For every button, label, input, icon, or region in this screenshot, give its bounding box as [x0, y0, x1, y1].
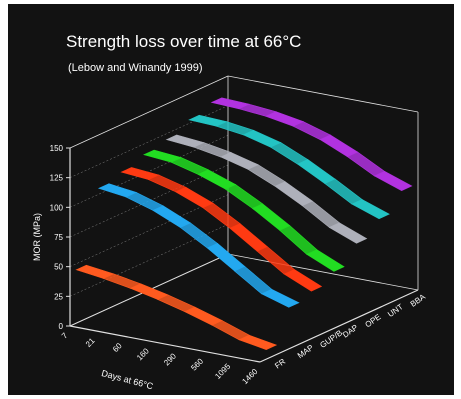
x-tick-label: 21	[84, 336, 97, 349]
x-tick-label: 290	[162, 351, 178, 367]
y-tick-label: 125	[50, 174, 64, 183]
series-ribbon	[188, 114, 390, 220]
ribbon-segment	[274, 181, 313, 207]
y-tick-label: 75	[54, 233, 63, 242]
left-top-edge	[69, 75, 229, 149]
y-tick-label: 100	[50, 203, 64, 212]
x-axis-line	[69, 325, 261, 363]
ribbon-segment	[306, 249, 345, 272]
ribbon-segment	[206, 243, 246, 272]
z-tick-label: MAP	[296, 343, 315, 360]
ribbon-segment	[373, 171, 413, 191]
ribbon-segment	[220, 152, 259, 170]
ribbon-segment	[324, 178, 363, 205]
z-tick-label: GUP/B	[318, 328, 344, 350]
ribbon-segment	[233, 265, 273, 295]
x-tick-label: 7	[60, 331, 70, 341]
y-axis-label: MOR (MPa)	[32, 213, 42, 261]
ribbon-segment	[283, 269, 323, 292]
series-ribbon	[165, 134, 368, 244]
x-tick-label: 160	[135, 346, 151, 362]
ribbon-segment	[269, 142, 309, 165]
chart-panel: Strength loss over time at 66°C (Lebow a…	[8, 4, 454, 395]
ribbon-segment	[260, 288, 300, 308]
ribbon-segment	[328, 222, 368, 244]
ribbon-segment	[211, 320, 250, 341]
series-ribbon	[143, 149, 345, 272]
back-floor-edge	[227, 253, 419, 291]
z-axis-line	[259, 289, 419, 363]
z-tick-label: DAP	[341, 323, 360, 340]
chart-title: Strength loss over time at 66°C	[66, 32, 301, 51]
ribbon-segment	[184, 306, 223, 326]
ribbon-segment	[179, 222, 219, 249]
ribbon-segment	[351, 199, 390, 220]
ribbon-segment	[147, 174, 187, 193]
ribbon-segment	[242, 129, 282, 148]
y-tick-label: 150	[50, 144, 64, 153]
ribbon-segment	[238, 334, 278, 351]
z-tick-label: FR	[273, 357, 287, 371]
x-tick-label: 60	[111, 341, 124, 354]
ribbon-segment	[125, 192, 164, 211]
ribbon-segment	[224, 184, 264, 209]
ribbon-segment	[297, 159, 336, 184]
ribbon-segment	[202, 202, 241, 229]
x-tick-label: 1460	[240, 367, 259, 386]
y-gridline	[69, 253, 229, 327]
ribbon-segment	[319, 134, 359, 157]
chart-subtitle: (Lebow and Winandy 1999)	[68, 62, 203, 74]
ribbon-segment	[152, 205, 191, 228]
y-tick-label: 25	[54, 292, 63, 301]
series-ribbon	[97, 183, 300, 308]
ribbon-segment	[251, 203, 291, 231]
chart-svg: Strength loss over time at 66°C (Lebow a…	[32, 32, 428, 392]
x-axis-label: Days at 66°C	[100, 368, 154, 392]
y-tick-label: 0	[59, 322, 64, 331]
ribbon-segment	[279, 225, 318, 255]
ribbon-segment	[170, 157, 210, 175]
ribbon-segment	[301, 200, 341, 228]
series-layer	[75, 97, 413, 351]
ribbon-segment	[197, 169, 237, 190]
y-tick-label: 50	[54, 263, 63, 272]
z-tick-label: OPE	[364, 312, 383, 329]
z-tick-label: UNT	[386, 302, 405, 319]
ribbon-segment	[229, 223, 268, 252]
y-gridline	[69, 75, 229, 149]
x-tick-label: 1095	[213, 362, 232, 381]
ribbon-segment	[292, 121, 332, 140]
series-ribbon	[120, 167, 323, 292]
y-gridline	[69, 164, 229, 238]
ribbon-segment	[156, 294, 196, 313]
ribbon-segment	[174, 186, 214, 209]
series-ribbon	[75, 264, 278, 351]
ribbon-segment	[247, 164, 286, 187]
x-tick-label: 560	[189, 356, 205, 372]
axes-layer	[66, 75, 419, 363]
ribbon-segment	[346, 151, 386, 177]
back-top-edge	[227, 75, 419, 113]
z-tick-label: BBA	[409, 292, 428, 309]
series-ribbon	[210, 97, 413, 191]
